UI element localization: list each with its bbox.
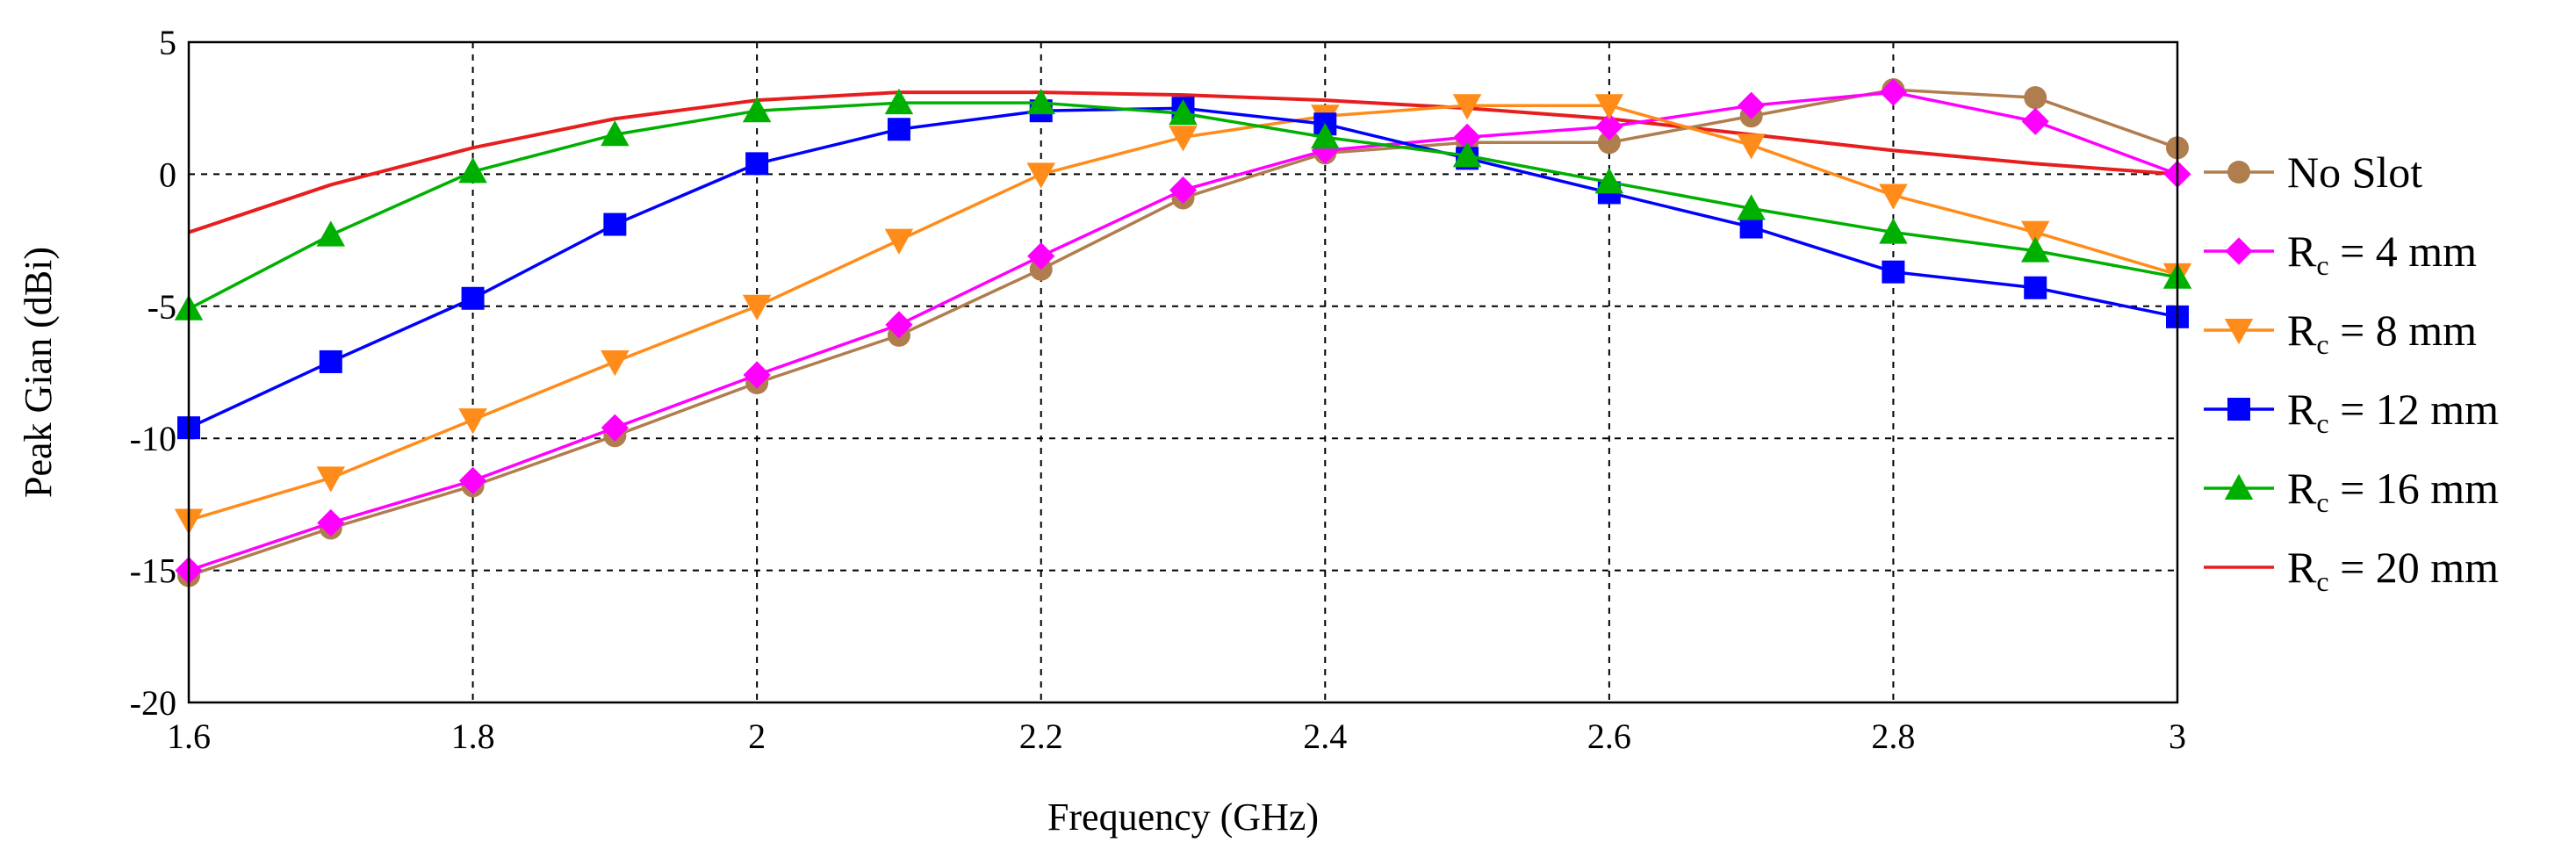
data-point: [2020, 220, 2050, 247]
data-point: [2020, 236, 2050, 263]
legend-swatch-marker: [2227, 161, 2250, 184]
series-rc-8-mm: [174, 94, 2192, 535]
legend-label: Rc = 8 mm: [2287, 306, 2477, 360]
legend-label: Rc = 16 mm: [2287, 464, 2499, 518]
data-point: [2021, 107, 2049, 135]
series-line: [188, 90, 2178, 234]
data-point: [1879, 78, 1908, 106]
legend-entry: No Slot: [2204, 148, 2422, 197]
series-line: [188, 106, 2178, 429]
data-point: [1879, 218, 1908, 244]
series-line: [188, 90, 2178, 573]
legend-entry: Rc = 4 mm: [2204, 227, 2477, 281]
data-point: [885, 311, 913, 339]
x-tick-label: 2.2: [1019, 717, 1063, 756]
legend-swatch-marker: [2224, 473, 2254, 500]
legend-label: Rc = 20 mm: [2287, 543, 2499, 597]
legend-label: Rc = 12 mm: [2287, 385, 2499, 439]
legend-label: No Slot: [2287, 148, 2422, 197]
data-point: [1169, 98, 1198, 126]
series-layer: [174, 78, 2192, 587]
data-point: [458, 408, 487, 435]
x-tick-label: 1.6: [167, 717, 211, 756]
legend: No Slot Rc = 4 mm Rc = 8 mm Rc = 12 mm Rc = …: [2204, 148, 2499, 597]
data-point: [1597, 131, 1621, 155]
data-point: [1594, 94, 1624, 120]
plot-frame: [187, 40, 2179, 704]
data-point: [743, 361, 771, 389]
series-rc-16-mm: [174, 88, 2192, 320]
x-axis-title: Frequency (GHz): [1047, 796, 1319, 839]
data-point: [1595, 112, 1623, 140]
data-point: [458, 466, 487, 494]
data-point: [317, 508, 345, 537]
data-point: [601, 349, 630, 377]
data-point: [1026, 162, 1055, 189]
x-tick-label: 3: [2169, 717, 2186, 756]
data-point: [884, 228, 914, 255]
data-point: [884, 88, 914, 115]
legend-entry: Rc = 20 mm: [2204, 543, 2499, 597]
data-point: [1452, 141, 1482, 168]
data-point: [316, 466, 346, 493]
y-tick-label: -10: [130, 419, 176, 458]
data-point: [461, 286, 485, 310]
legend-label: Rc = 4 mm: [2287, 227, 2477, 281]
tick-labels: 1.6 1.8 2 2.2 2.4 2.6 2.8 3 -20 -15 -10 -5 0 5: [130, 23, 2186, 756]
data-point: [742, 294, 772, 321]
x-tick-label: 2.8: [1871, 717, 1915, 756]
data-point: [603, 212, 627, 236]
y-axis-title: Peak Gian (dBi): [17, 247, 60, 498]
legend-entry: Rc = 16 mm: [2204, 464, 2499, 518]
data-point: [601, 120, 630, 147]
data-point: [1169, 126, 1198, 152]
data-point: [1594, 168, 1624, 194]
data-point: [316, 220, 346, 247]
y-tick-label: -15: [130, 551, 176, 591]
x-tick-label: 2.4: [1303, 717, 1347, 756]
data-point: [745, 152, 769, 176]
data-point: [1169, 176, 1198, 205]
legend-entry: Rc = 8 mm: [2204, 306, 2477, 360]
y-tick-label: 5: [159, 23, 176, 62]
y-tick-label: 0: [159, 155, 176, 194]
data-point: [887, 118, 910, 141]
series-no-slot: [177, 78, 2189, 587]
data-point: [1027, 242, 1055, 270]
data-point: [1311, 123, 1340, 149]
data-point: [742, 96, 772, 123]
legend-swatch-marker: [2225, 237, 2253, 265]
legend-swatch-marker: [2224, 319, 2254, 345]
data-point: [2024, 276, 2047, 299]
data-point: [1026, 88, 1055, 115]
data-point: [1738, 91, 1766, 119]
data-point: [458, 157, 487, 184]
series-rc-20-mm: [188, 90, 2178, 234]
data-point: [1879, 184, 1908, 210]
legend-entry: Rc = 12 mm: [2204, 385, 2499, 439]
series-rc-4-mm: [175, 78, 2191, 585]
data-point: [1737, 194, 1766, 220]
data-point: [1452, 94, 1482, 120]
y-tick-label: -20: [130, 683, 176, 723]
data-point: [1737, 133, 1766, 160]
x-tick-label: 2.6: [1587, 717, 1631, 756]
data-point: [1453, 123, 1481, 151]
data-point: [1882, 260, 1905, 284]
data-point: [601, 414, 629, 442]
series-line: [188, 88, 2178, 578]
data-point: [319, 349, 342, 373]
legend-swatch-marker: [2227, 398, 2250, 421]
x-tick-label: 2: [748, 717, 766, 756]
x-tick-label: 1.8: [451, 717, 495, 756]
data-point: [2024, 86, 2047, 110]
y-tick-label: -5: [148, 287, 176, 327]
